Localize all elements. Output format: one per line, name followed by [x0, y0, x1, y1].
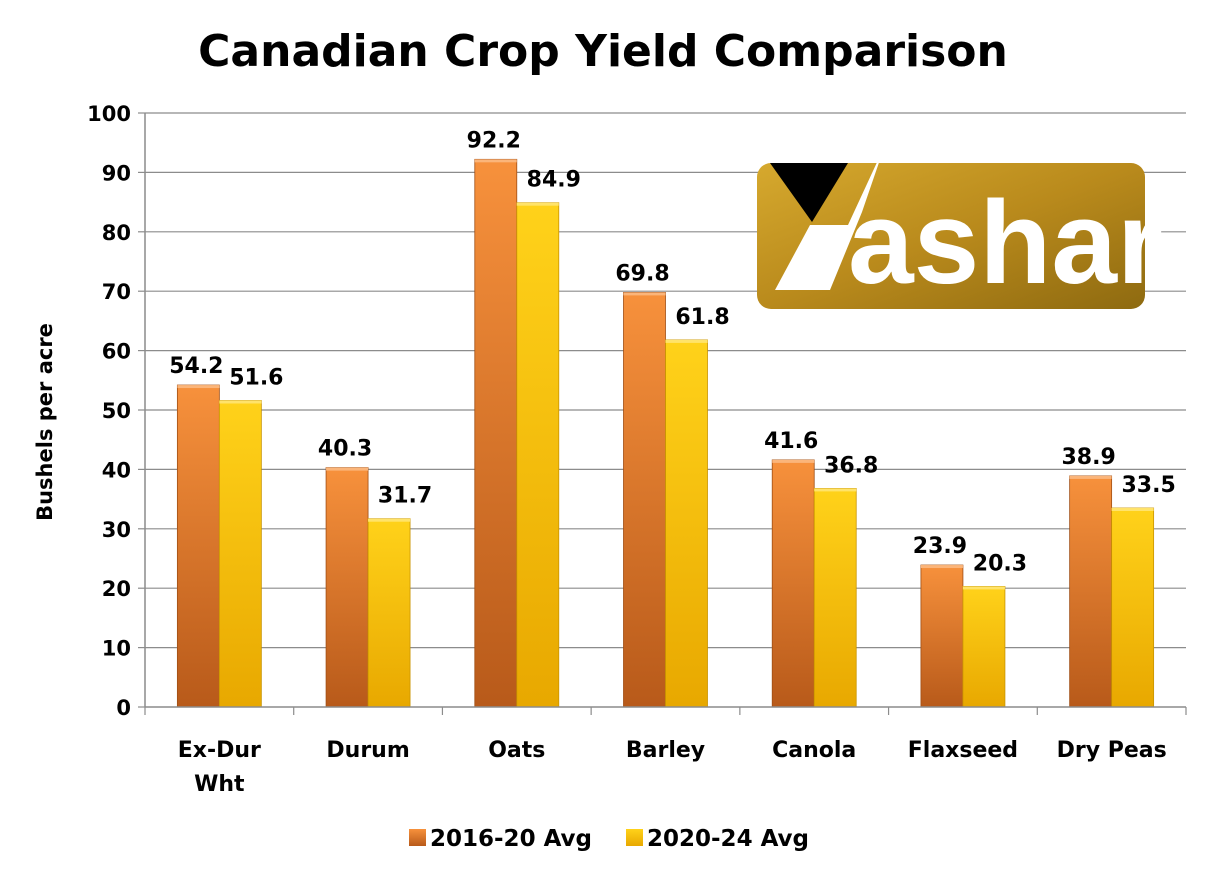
x-category-label: Ex-Dur Wht — [178, 738, 261, 797]
data-label: 38.9 — [1062, 445, 1116, 470]
bar-highlight — [623, 292, 666, 296]
bar-highlight — [474, 159, 517, 163]
data-label: 31.7 — [378, 484, 432, 509]
legend-swatch-2020-24 — [626, 829, 643, 846]
y-tick-label: 70 — [102, 280, 131, 304]
y-tick-label: 50 — [102, 399, 131, 423]
y-tick-label: 10 — [102, 637, 131, 661]
x-category-label: Oats — [488, 738, 545, 763]
x-category-line: Barley — [626, 738, 705, 763]
x-category-line: Oats — [488, 738, 545, 763]
axes — [144, 113, 1187, 715]
x-axis-categories: Ex-Dur Wht Durum Oats Barley Canola Flaxseed Dr… — [178, 738, 1167, 797]
legend-item-2020-24: 2020-24 Avg — [626, 826, 809, 852]
data-label: 33.5 — [1122, 473, 1176, 498]
bar-highlight — [772, 459, 815, 463]
bar-2020-24 — [1111, 507, 1155, 708]
bar-2016-20 — [176, 384, 220, 708]
y-tick-label: 100 — [87, 102, 131, 126]
bar-highlight — [962, 586, 1005, 590]
yashar-logo: ashar — [757, 145, 1163, 309]
data-label: 69.8 — [615, 261, 669, 286]
y-axis-ticks: 0 10 20 30 40 50 60 70 80 90 100 — [87, 102, 145, 720]
y-tick-label: 60 — [102, 340, 131, 364]
x-category-line: Wht — [194, 772, 245, 797]
data-label: 51.6 — [229, 365, 283, 390]
x-category-line: Ex-Dur — [178, 738, 261, 763]
data-label: 23.9 — [913, 534, 967, 559]
legend-label-2016-20: 2016-20 Avg — [430, 826, 592, 852]
y-tick-label: 40 — [102, 458, 131, 482]
bar-2016-20 — [623, 291, 666, 708]
bar-highlight — [1069, 475, 1112, 479]
bar-2016-20 — [474, 158, 518, 708]
bar-2016-20 — [771, 459, 815, 708]
data-label: 36.8 — [824, 453, 878, 478]
x-category-label: Barley — [626, 738, 705, 763]
y-tick-label: 0 — [116, 696, 131, 720]
bar-highlight — [665, 339, 708, 343]
legend: 2016-20 Avg 2020-24 Avg — [409, 826, 809, 852]
bar-2020-24 — [367, 518, 411, 708]
bar-2016-20 — [1069, 475, 1113, 708]
y-tick-label: 80 — [102, 221, 131, 245]
y-tick-label: 30 — [102, 518, 131, 542]
x-category-line: Canola — [772, 738, 856, 763]
bar-2020-24 — [218, 400, 262, 708]
x-category-label: Canola — [772, 738, 856, 763]
data-label: 92.2 — [467, 128, 521, 153]
x-category-line: Durum — [326, 738, 409, 763]
bar-2020-24 — [516, 202, 560, 708]
x-category-line: Dry Peas — [1057, 738, 1167, 763]
bar-highlight — [516, 202, 559, 206]
legend-label-2020-24: 2020-24 Avg — [647, 826, 809, 852]
chart-title: Canadian Crop Yield Comparison — [198, 26, 1008, 77]
data-label: 40.3 — [318, 437, 372, 462]
bar-highlight — [814, 488, 857, 492]
x-category-label: Flaxseed — [908, 738, 1018, 763]
y-tick-label: 90 — [102, 161, 131, 185]
bar-2020-24 — [813, 488, 857, 708]
bar-2016-20 — [325, 467, 369, 708]
x-category-label: Durum — [326, 738, 409, 763]
y-tick-label: 20 — [102, 577, 131, 601]
y-axis-label: Bushels per acre — [33, 323, 57, 521]
data-label: 54.2 — [169, 354, 223, 379]
bar-2020-24 — [665, 339, 708, 708]
bar-highlight — [219, 400, 262, 404]
bar-highlight — [1111, 508, 1154, 512]
bar-highlight — [326, 467, 369, 471]
data-labels: 54.2 51.6 40.331.7 92.284.9 69.861.8 41.636.8… — [169, 128, 1176, 576]
bar-highlight — [920, 565, 963, 569]
bar-series — [176, 158, 1155, 708]
bar-2016-20 — [920, 564, 964, 708]
data-label: 20.3 — [973, 551, 1027, 576]
x-category-label: Dry Peas — [1057, 738, 1167, 763]
logo-text: ashar — [848, 177, 1163, 309]
bar-2020-24 — [962, 586, 1006, 708]
data-label: 84.9 — [527, 168, 581, 193]
data-label: 41.6 — [764, 429, 818, 454]
x-category-line: Flaxseed — [908, 738, 1018, 763]
legend-swatch-2016-20 — [409, 829, 426, 846]
bar-highlight — [177, 385, 220, 389]
legend-item-2016-20: 2016-20 Avg — [409, 826, 592, 852]
data-label: 61.8 — [675, 305, 729, 330]
bar-highlight — [368, 518, 411, 522]
